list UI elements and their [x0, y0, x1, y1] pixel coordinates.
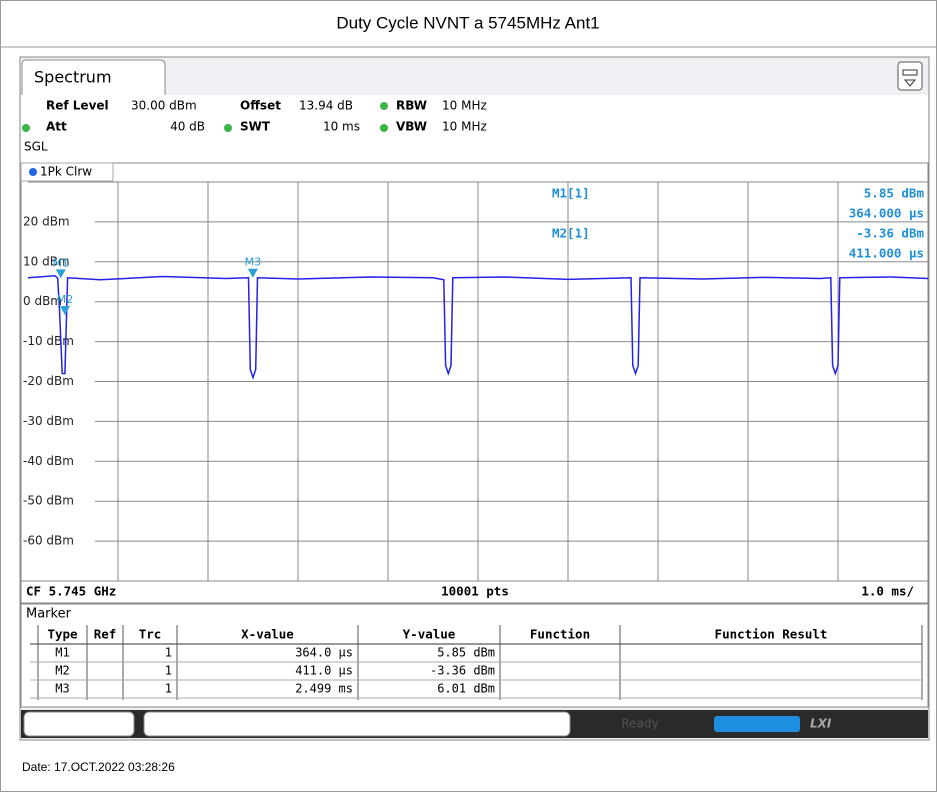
readout-y: 5.85 dBm: [864, 186, 925, 201]
trace-dot: [29, 168, 37, 176]
readout-name: M2[1]: [552, 226, 590, 241]
plot-area: [20, 162, 929, 582]
readout-name: M1[1]: [552, 186, 590, 201]
table-cell: 1: [165, 646, 172, 660]
menu-button[interactable]: [897, 61, 923, 91]
plot-footer: [20, 580, 929, 604]
y-tick-label: -40 dBm: [23, 454, 74, 468]
column-header: Function: [530, 627, 590, 642]
table-cell: 411.0 µs: [295, 664, 353, 678]
table-cell: 1: [165, 664, 172, 678]
tab[interactable]: [21, 59, 166, 95]
column-header: Function Result: [715, 627, 828, 642]
trace-tag: [20, 162, 114, 182]
marker-label: M1: [53, 256, 70, 269]
indicator: [224, 124, 232, 132]
table-cell: M1: [55, 646, 69, 660]
mode: SGL: [24, 140, 48, 154]
tab-label[interactable]: Spectrum: [34, 68, 112, 87]
label: Att: [46, 120, 67, 134]
trace: [27, 274, 929, 380]
label: VBW: [396, 120, 427, 134]
table-cell: 364.0 µs: [295, 646, 353, 660]
marker-label: M2: [57, 293, 74, 306]
indicator: [380, 124, 388, 132]
status-field[interactable]: [23, 711, 135, 737]
label: Ref Level: [46, 99, 109, 113]
value: 13.94 dB: [299, 99, 353, 113]
column-header: Trc: [139, 627, 162, 642]
value: 40 dB: [170, 120, 205, 134]
trace-label: 1Pk Clrw: [40, 165, 92, 179]
column-header: Ref: [94, 627, 117, 642]
span: 1.0 ms/: [861, 584, 914, 599]
readout-x: 411.000 µs: [849, 246, 924, 261]
value: 10 MHz: [442, 120, 487, 134]
page-title: Duty Cycle NVNT a 5745MHz Ant1: [336, 13, 599, 32]
y-tick-label: 0 dBm: [23, 294, 62, 308]
table-cell: 6.01 dBm: [437, 682, 495, 696]
indicator: [22, 124, 30, 132]
value: 10 MHz: [442, 99, 487, 113]
progress: [714, 716, 800, 732]
status-field[interactable]: [143, 711, 571, 737]
marker: [55, 269, 66, 279]
table-cell: M3: [55, 682, 69, 696]
y-tick-label: -60 dBm: [23, 534, 74, 548]
readout-y: -3.36 dBm: [856, 226, 924, 241]
label: SWT: [240, 120, 271, 134]
indicator: [380, 102, 388, 110]
y-tick-label: -30 dBm: [23, 414, 74, 428]
table-cell: 5.85 dBm: [437, 646, 495, 660]
marker: [59, 306, 70, 316]
marker-table: Type Ref Trc X-value Y-value Function Function…: [30, 625, 923, 700]
label: Offset: [240, 99, 281, 113]
column-header: X-value: [241, 627, 294, 642]
marker-title: Marker: [26, 607, 72, 622]
marker: [247, 268, 258, 278]
table-cell: M2: [55, 664, 69, 678]
marker-label: M3: [245, 256, 262, 269]
status: Ready: [621, 717, 658, 731]
column-header: Type: [47, 627, 78, 642]
menu-icon: [902, 69, 918, 87]
label: RBW: [396, 99, 427, 113]
column-header: Y-value: [403, 627, 456, 642]
y-tick-label: 20 dBm: [23, 214, 70, 228]
table-cell: -3.36 dBm: [430, 664, 495, 678]
settings-panel: [21, 95, 928, 163]
table-cell: 1: [165, 682, 172, 696]
logo: LXI: [810, 717, 832, 731]
y-tick-label: -50 dBm: [23, 494, 74, 508]
y-tick-label: 10 dBm: [23, 254, 70, 268]
readout-x: 364.000 µs: [849, 206, 924, 221]
date: Date: 17.OCT.2022 03:28:26: [22, 760, 175, 774]
value: 10 ms: [323, 120, 360, 134]
y-tick-label: -20 dBm: [23, 374, 74, 388]
points: 10001 pts: [441, 584, 509, 599]
center-frequency: CF 5.745 GHz: [26, 584, 116, 599]
marker-panel: [20, 603, 929, 708]
table-cell: 2.499 ms: [295, 682, 353, 696]
value: 30.00 dBm: [131, 99, 197, 113]
